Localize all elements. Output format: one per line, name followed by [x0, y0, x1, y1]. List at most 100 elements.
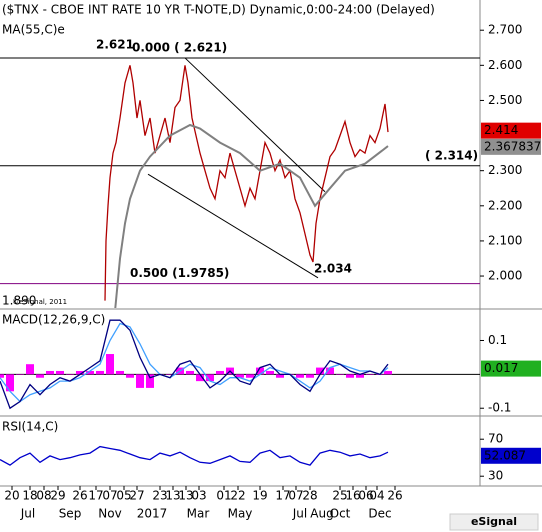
histogram-bar [76, 370, 84, 375]
x-tick-label: 05 [116, 489, 131, 503]
last-value-label: 2.414 [484, 123, 518, 137]
x-tick-label: 26 [387, 489, 402, 503]
logo-box [449, 513, 539, 531]
panel [0, 445, 389, 466]
x-tick-label: 07 [102, 489, 117, 503]
x-tick-label: 18 [22, 489, 37, 503]
x-month-label: Jul [20, 507, 35, 521]
y-tick-label: 2.100 [488, 233, 522, 247]
series-line [0, 445, 389, 466]
histogram-bar [256, 367, 264, 375]
x-tick-label: 25 [332, 489, 347, 503]
series-line [114, 123, 389, 308]
histogram-bar [306, 374, 314, 378]
trend-line [184, 57, 326, 193]
last-value-box [481, 138, 541, 155]
annotation: 1.890 [2, 294, 36, 308]
x-tick-label: 22 [230, 489, 245, 503]
histogram-bar [206, 374, 214, 382]
logo: eSignal [471, 515, 517, 528]
histogram-bar [16, 374, 24, 375]
panel-title: ($TNX - CBOE INT RATE 10 YR T-NOTE,D) Dy… [2, 3, 435, 17]
x-month-label: Sep [59, 507, 82, 521]
y-tick-label: -0.1 [488, 401, 511, 415]
x-tick-label: 16 [345, 489, 360, 503]
histogram-bar [36, 374, 44, 378]
histogram-bar [346, 374, 354, 378]
histogram-bar [246, 374, 254, 378]
histogram-bar [126, 374, 134, 378]
histogram-bar [236, 374, 244, 378]
y-tick-label: 70 [488, 432, 503, 446]
x-tick-label: 13 [178, 489, 193, 503]
series-name: MA(55,C)e [2, 23, 65, 37]
histogram-bar [86, 370, 94, 375]
last-value-label: 52.087 [484, 448, 526, 462]
x-tick-label: 07 [288, 489, 303, 503]
histogram-bar [26, 364, 34, 375]
panel [0, 319, 480, 410]
y-tick-label: 2.000 [488, 269, 522, 283]
y-tick-label: 2.700 [488, 23, 522, 37]
x-tick-label: 01 [216, 489, 231, 503]
y-tick-label: 2.500 [488, 93, 522, 107]
x-month-label: Oct [330, 507, 351, 521]
trend-line [147, 173, 319, 279]
x-month-label: Nov [98, 507, 121, 521]
x-tick-label: 26 [72, 489, 87, 503]
level-label: 0.500 (1.9785) [130, 266, 229, 280]
last-value-box [481, 360, 541, 377]
histogram-bar [66, 374, 74, 375]
x-tick-label: 04 [369, 489, 384, 503]
last-value-label: 0.017 [484, 361, 518, 375]
last-value-label: 2.367837 [484, 139, 541, 153]
x-tick-label: 19 [252, 489, 267, 503]
x-tick-label: 29 [50, 489, 65, 503]
histogram-bar [316, 367, 324, 375]
x-tick-label: 03 [191, 489, 206, 503]
histogram-bar [356, 374, 364, 378]
series-line [0, 319, 389, 410]
histogram-bar [336, 374, 344, 375]
x-tick-label: 23 [152, 489, 167, 503]
histogram-bar [106, 354, 114, 375]
x-month-label: May [228, 507, 253, 521]
panel-title: RSI(14,C) [2, 420, 58, 434]
last-value-box [481, 122, 541, 139]
last-value-box [481, 447, 541, 464]
histogram-bar [216, 370, 224, 375]
x-month-label: Jul [292, 507, 307, 521]
series-line [0, 322, 389, 403]
annotation: 2.621 [96, 38, 134, 52]
histogram-bar [384, 370, 392, 375]
y-tick-label: 0.1 [488, 333, 507, 347]
series-line [104, 65, 389, 301]
panel-title: MACD(12,26,9,C) [2, 313, 105, 327]
level-label: 0.000 ( 2.621) [132, 40, 227, 54]
x-month-label: Aug [310, 507, 333, 521]
annotation: ©eSignal, 2011 [12, 298, 67, 306]
histogram-bar [96, 370, 104, 375]
y-tick-label: 2.300 [488, 163, 522, 177]
panel [0, 57, 480, 308]
x-month-label: Dec [368, 507, 391, 521]
y-tick-label: 2.600 [488, 58, 522, 72]
y-tick-label: 30 [488, 469, 503, 483]
histogram-bar [146, 374, 154, 388]
x-tick-label: 17 [88, 489, 103, 503]
x-tick-label: 08 [36, 489, 51, 503]
x-tick-label: 13 [165, 489, 180, 503]
histogram-bar [296, 374, 304, 378]
histogram-bar [366, 374, 374, 375]
histogram-bar [136, 374, 144, 388]
histogram-bar [276, 374, 284, 378]
histogram-bar [166, 374, 174, 375]
x-tick-label: 06 [358, 489, 373, 503]
histogram-bar [326, 367, 334, 375]
histogram-bar [6, 374, 14, 392]
histogram-bar [56, 370, 64, 375]
histogram-bar [46, 370, 54, 375]
histogram-bar [196, 374, 204, 382]
